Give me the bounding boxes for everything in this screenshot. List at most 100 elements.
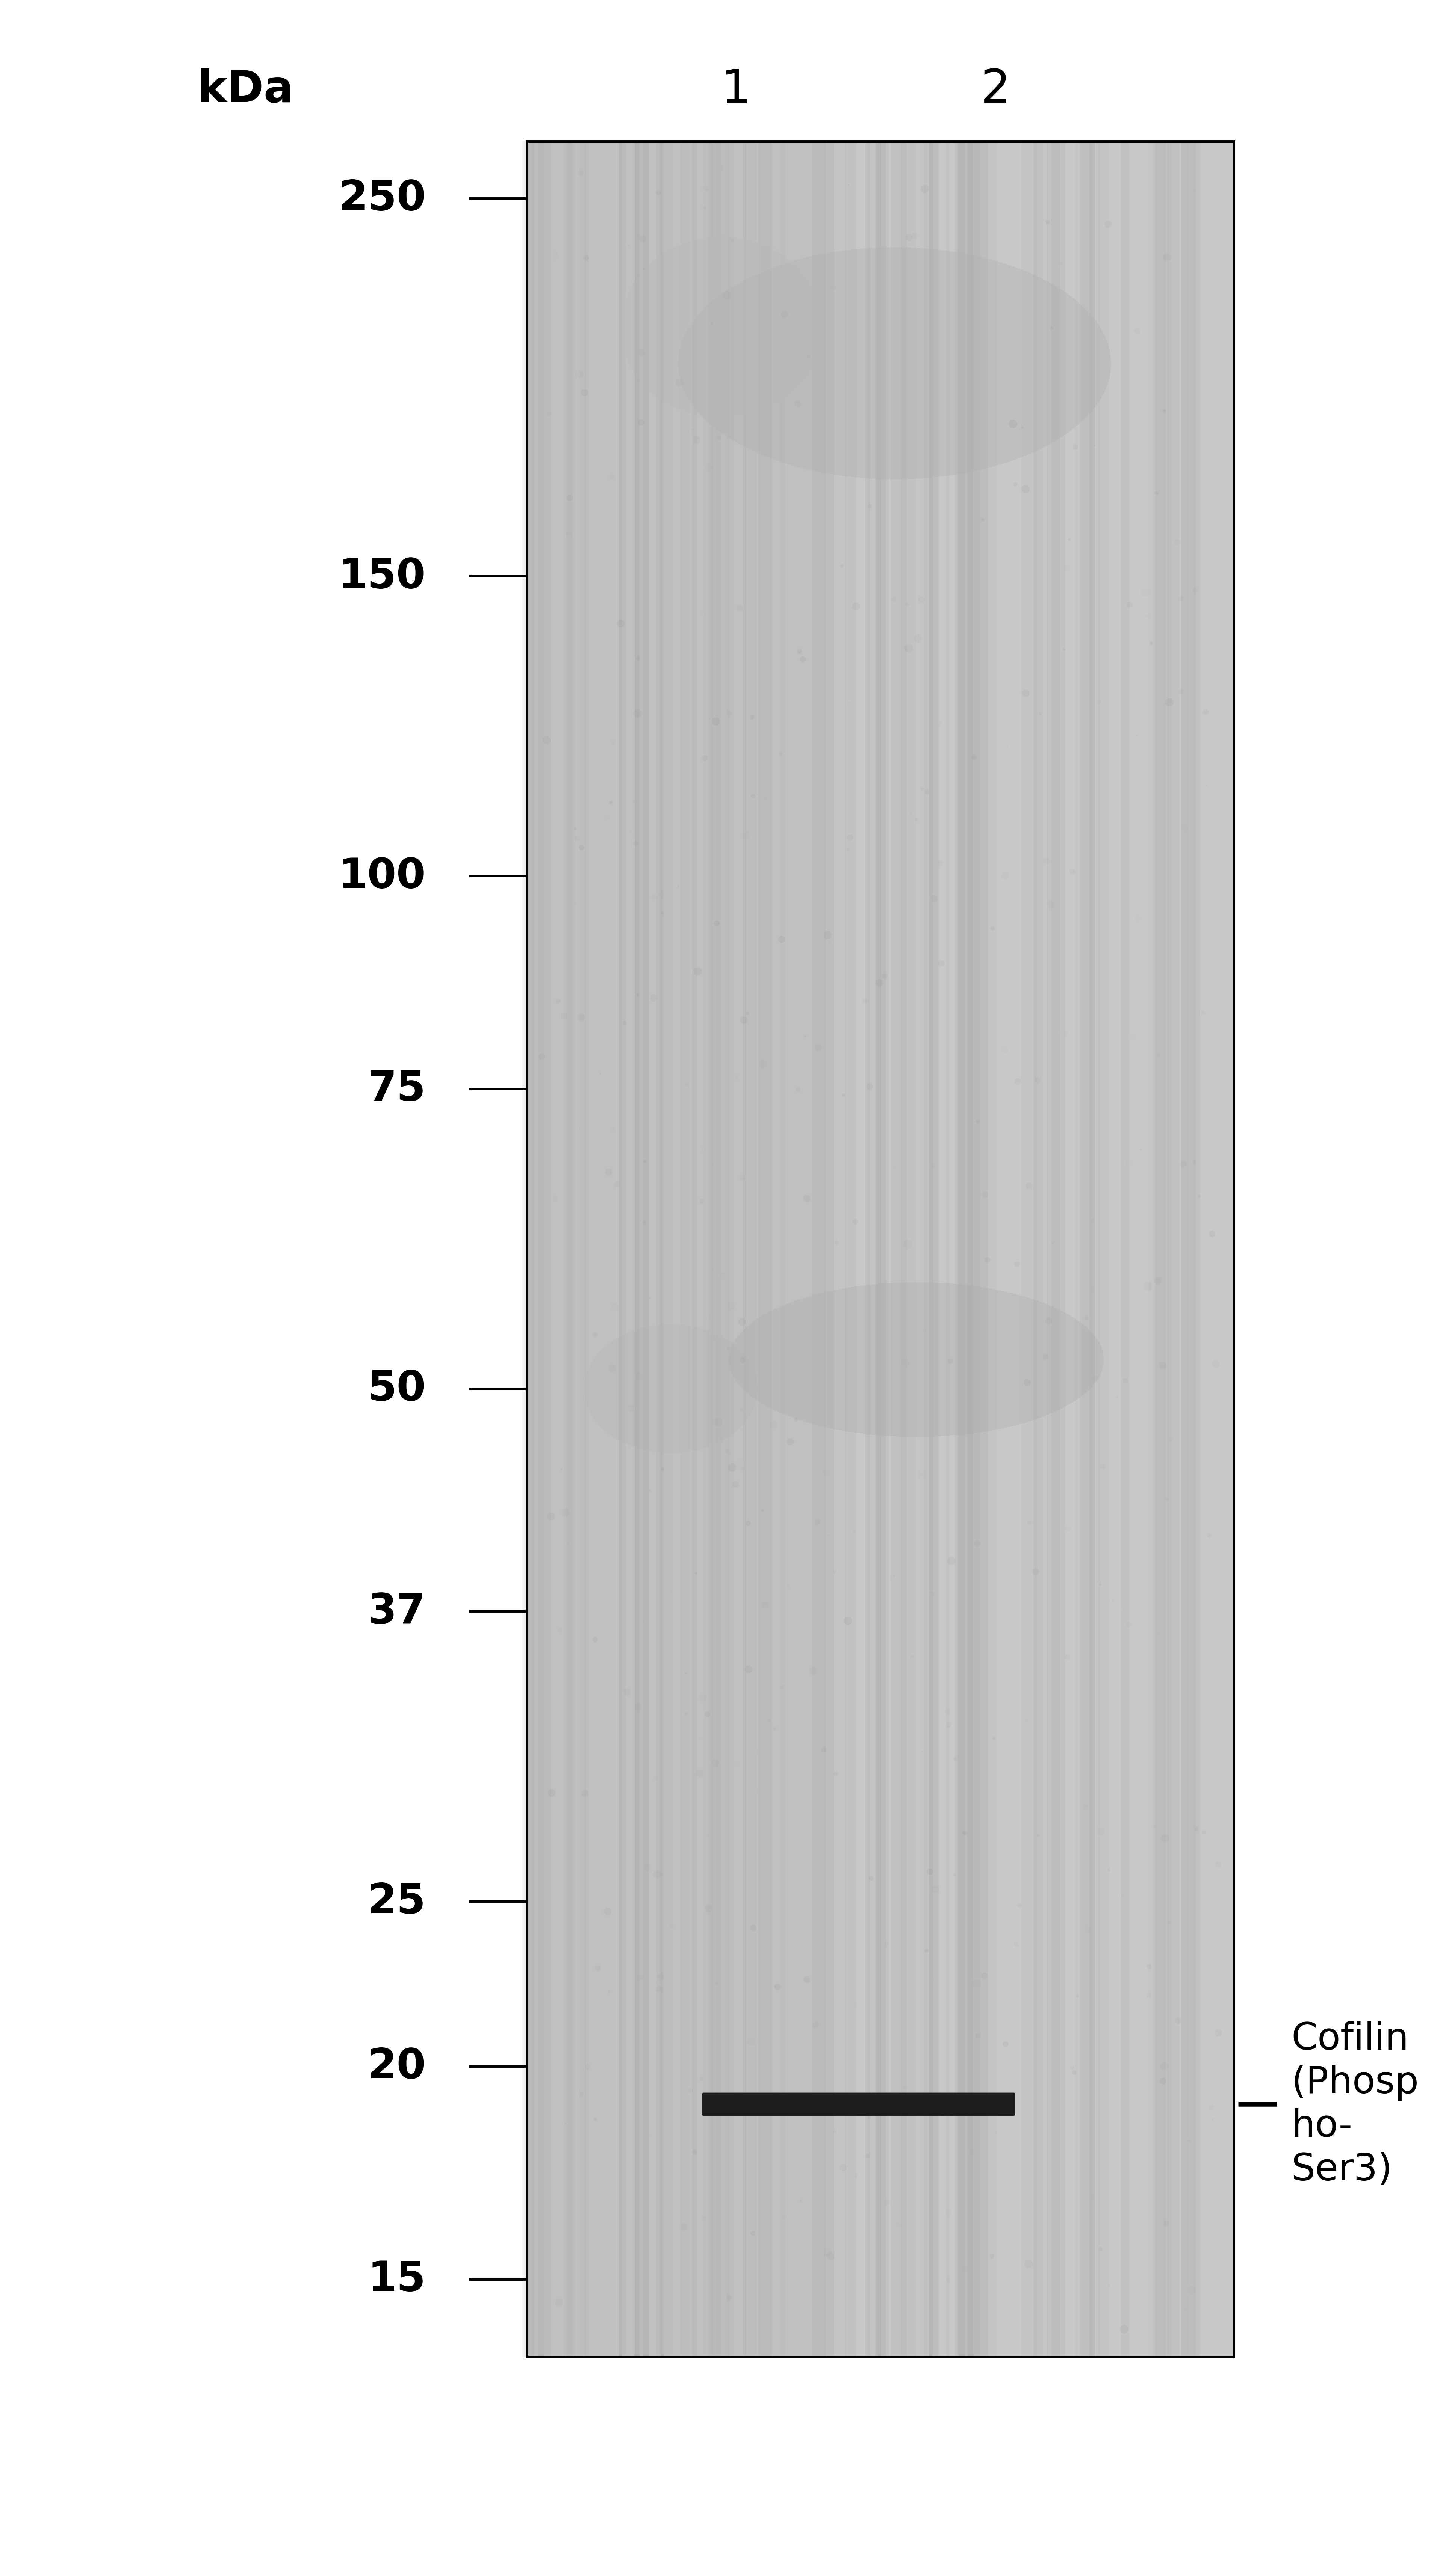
Text: 75: 75 bbox=[368, 1069, 426, 1110]
Ellipse shape bbox=[990, 925, 996, 930]
Bar bbox=[967, 142, 980, 2357]
Text: 250: 250 bbox=[339, 178, 426, 219]
Ellipse shape bbox=[840, 564, 844, 569]
Text: 150: 150 bbox=[339, 556, 426, 598]
Bar bbox=[522, 142, 534, 2357]
Ellipse shape bbox=[700, 1198, 704, 1203]
Bar bbox=[531, 142, 544, 2357]
Ellipse shape bbox=[975, 2032, 981, 2038]
Bar bbox=[758, 142, 772, 2357]
Bar bbox=[981, 142, 997, 2357]
Bar bbox=[844, 142, 856, 2357]
Ellipse shape bbox=[807, 355, 810, 358]
Ellipse shape bbox=[981, 518, 984, 520]
Ellipse shape bbox=[584, 1324, 758, 1453]
Ellipse shape bbox=[1074, 446, 1078, 451]
Ellipse shape bbox=[700, 2076, 704, 2081]
Bar bbox=[711, 142, 716, 2357]
Ellipse shape bbox=[1203, 708, 1208, 716]
Ellipse shape bbox=[1003, 2040, 1009, 2048]
Ellipse shape bbox=[925, 1947, 929, 1953]
Bar bbox=[704, 142, 717, 2357]
Bar bbox=[1095, 142, 1110, 2357]
Bar bbox=[1165, 142, 1172, 2357]
Text: 15: 15 bbox=[368, 2259, 426, 2300]
Text: 37: 37 bbox=[368, 1592, 426, 1631]
Ellipse shape bbox=[844, 1618, 853, 1625]
Bar bbox=[635, 142, 639, 2357]
Bar bbox=[1167, 142, 1180, 2357]
Ellipse shape bbox=[1202, 1829, 1206, 1834]
Ellipse shape bbox=[775, 1984, 781, 1991]
Ellipse shape bbox=[993, 1736, 996, 1739]
Ellipse shape bbox=[1149, 641, 1153, 644]
Bar bbox=[743, 142, 746, 2357]
Bar bbox=[659, 142, 664, 2357]
Bar bbox=[958, 142, 971, 2357]
Ellipse shape bbox=[866, 2154, 870, 2159]
Bar bbox=[709, 142, 713, 2357]
Ellipse shape bbox=[593, 2117, 597, 2120]
Ellipse shape bbox=[1085, 1316, 1089, 1319]
Ellipse shape bbox=[693, 2151, 697, 2154]
Bar bbox=[900, 142, 916, 2357]
Ellipse shape bbox=[579, 845, 584, 850]
Bar bbox=[958, 142, 968, 2357]
Ellipse shape bbox=[733, 1481, 739, 1489]
Ellipse shape bbox=[750, 716, 755, 719]
Bar bbox=[918, 142, 931, 2357]
Ellipse shape bbox=[638, 420, 645, 425]
Bar bbox=[929, 142, 934, 2357]
Bar bbox=[1153, 142, 1169, 2357]
Ellipse shape bbox=[616, 621, 625, 629]
Ellipse shape bbox=[547, 1512, 556, 1520]
FancyBboxPatch shape bbox=[701, 2092, 1016, 2115]
Text: 25: 25 bbox=[368, 1880, 426, 1922]
Bar bbox=[1033, 142, 1038, 2357]
Text: 2: 2 bbox=[981, 67, 1010, 113]
Ellipse shape bbox=[1014, 1079, 1022, 1084]
Ellipse shape bbox=[548, 1790, 556, 1798]
Ellipse shape bbox=[869, 1875, 874, 1880]
Ellipse shape bbox=[678, 247, 1111, 479]
Ellipse shape bbox=[636, 994, 639, 997]
Ellipse shape bbox=[962, 1832, 967, 1834]
Bar bbox=[1052, 142, 1065, 2357]
Ellipse shape bbox=[1051, 327, 1053, 330]
Text: 100: 100 bbox=[339, 855, 426, 896]
Bar bbox=[633, 142, 639, 2357]
Ellipse shape bbox=[711, 719, 720, 726]
Bar bbox=[586, 142, 589, 2357]
Ellipse shape bbox=[804, 1976, 810, 1984]
Ellipse shape bbox=[593, 1332, 597, 1337]
Ellipse shape bbox=[931, 894, 938, 902]
Ellipse shape bbox=[906, 234, 912, 242]
Ellipse shape bbox=[1038, 1834, 1040, 1837]
Ellipse shape bbox=[567, 495, 573, 502]
Ellipse shape bbox=[739, 1358, 745, 1363]
Ellipse shape bbox=[821, 1747, 827, 1754]
Ellipse shape bbox=[876, 979, 883, 987]
Bar bbox=[619, 142, 626, 2357]
Bar bbox=[867, 142, 876, 2357]
Bar bbox=[661, 142, 672, 2357]
Ellipse shape bbox=[778, 935, 785, 943]
Ellipse shape bbox=[1023, 1378, 1030, 1386]
Bar bbox=[716, 142, 722, 2357]
Bar bbox=[876, 142, 889, 2357]
Bar bbox=[955, 142, 965, 2357]
Ellipse shape bbox=[1098, 2246, 1102, 2251]
Ellipse shape bbox=[915, 817, 918, 822]
Ellipse shape bbox=[1022, 690, 1029, 698]
Bar bbox=[781, 142, 785, 2357]
Ellipse shape bbox=[694, 969, 703, 976]
Ellipse shape bbox=[971, 755, 977, 760]
Bar bbox=[1048, 142, 1061, 2357]
Ellipse shape bbox=[644, 1159, 646, 1162]
Bar bbox=[874, 142, 882, 2357]
Bar bbox=[635, 142, 649, 2357]
Ellipse shape bbox=[1076, 1994, 1079, 1996]
Ellipse shape bbox=[620, 237, 823, 417]
Ellipse shape bbox=[1072, 2071, 1076, 2074]
Bar bbox=[834, 142, 1234, 2357]
